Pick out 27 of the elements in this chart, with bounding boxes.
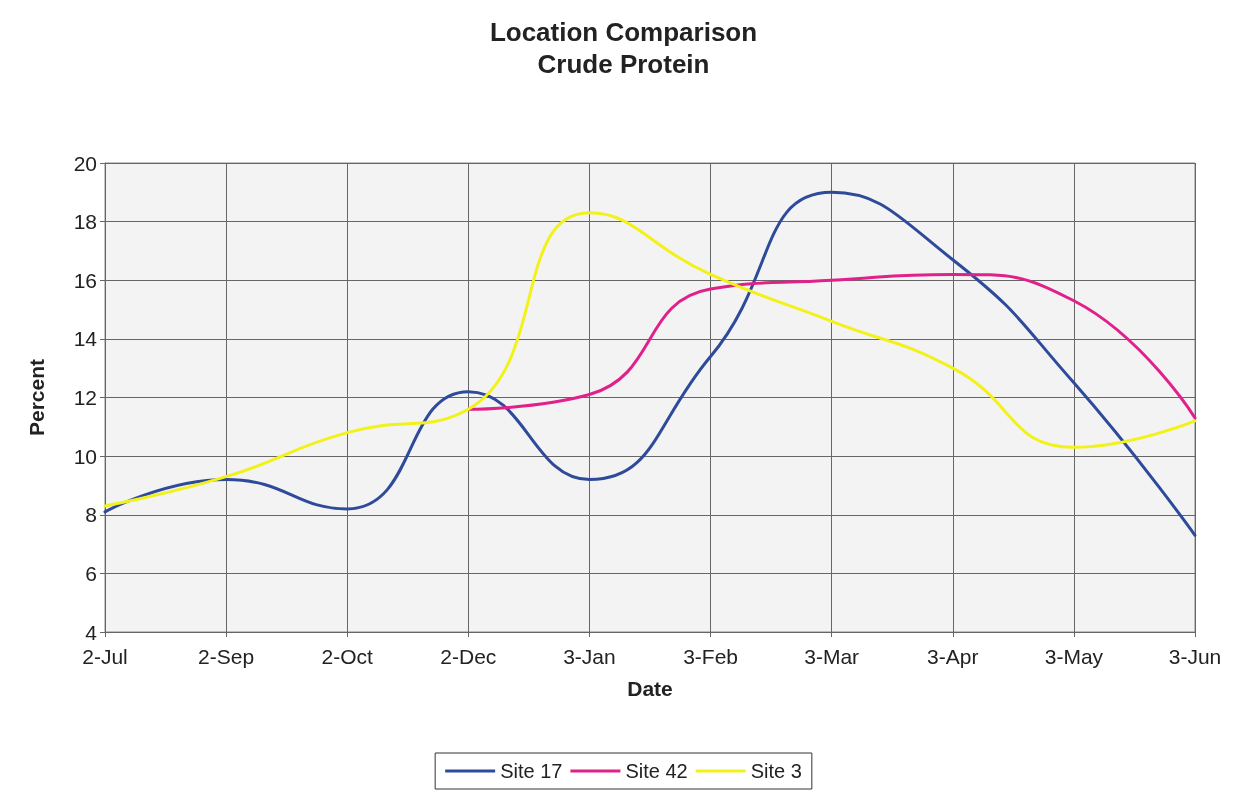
x-axis-title: Date [627, 677, 673, 700]
x-tick-label: 2-Oct [321, 645, 374, 668]
legend-label: Site 42 [625, 760, 688, 782]
chart-subtitle: Crude Protein [537, 49, 710, 79]
x-tick-label: 3-Jan [563, 645, 616, 668]
x-tick-label: 2-Dec [440, 645, 497, 668]
legend-label: Site 17 [500, 760, 563, 782]
chart-title: Location Comparison [489, 17, 758, 47]
y-tick-label: 20 [73, 151, 97, 175]
x-tick-label: 3-Jun [1168, 645, 1222, 668]
y-axis-title: Percent [25, 358, 48, 437]
x-tick-label: 3-Apr [927, 645, 979, 668]
y-tick-label: 12 [73, 386, 97, 409]
y-tick-label: 16 [73, 268, 97, 292]
y-tick-label: 10 [73, 444, 97, 468]
x-tick-label: 2-Jul [82, 645, 128, 668]
y-tick-label: 4 [85, 620, 98, 644]
y-tick-label: 8 [85, 503, 97, 527]
legend-label: Site 3 [750, 760, 802, 782]
y-tick-label: 14 [73, 327, 98, 351]
line-series [466, 272, 1197, 420]
y-tick-label: 6 [85, 561, 97, 585]
y-tick-label: 18 [73, 210, 97, 234]
x-tick-label: 3-May [1044, 645, 1104, 668]
x-tick-label: 3-Mar [804, 645, 860, 668]
x-tick-label: 3-Feb [683, 645, 738, 668]
x-tick-label: 2-Sep [198, 645, 255, 668]
